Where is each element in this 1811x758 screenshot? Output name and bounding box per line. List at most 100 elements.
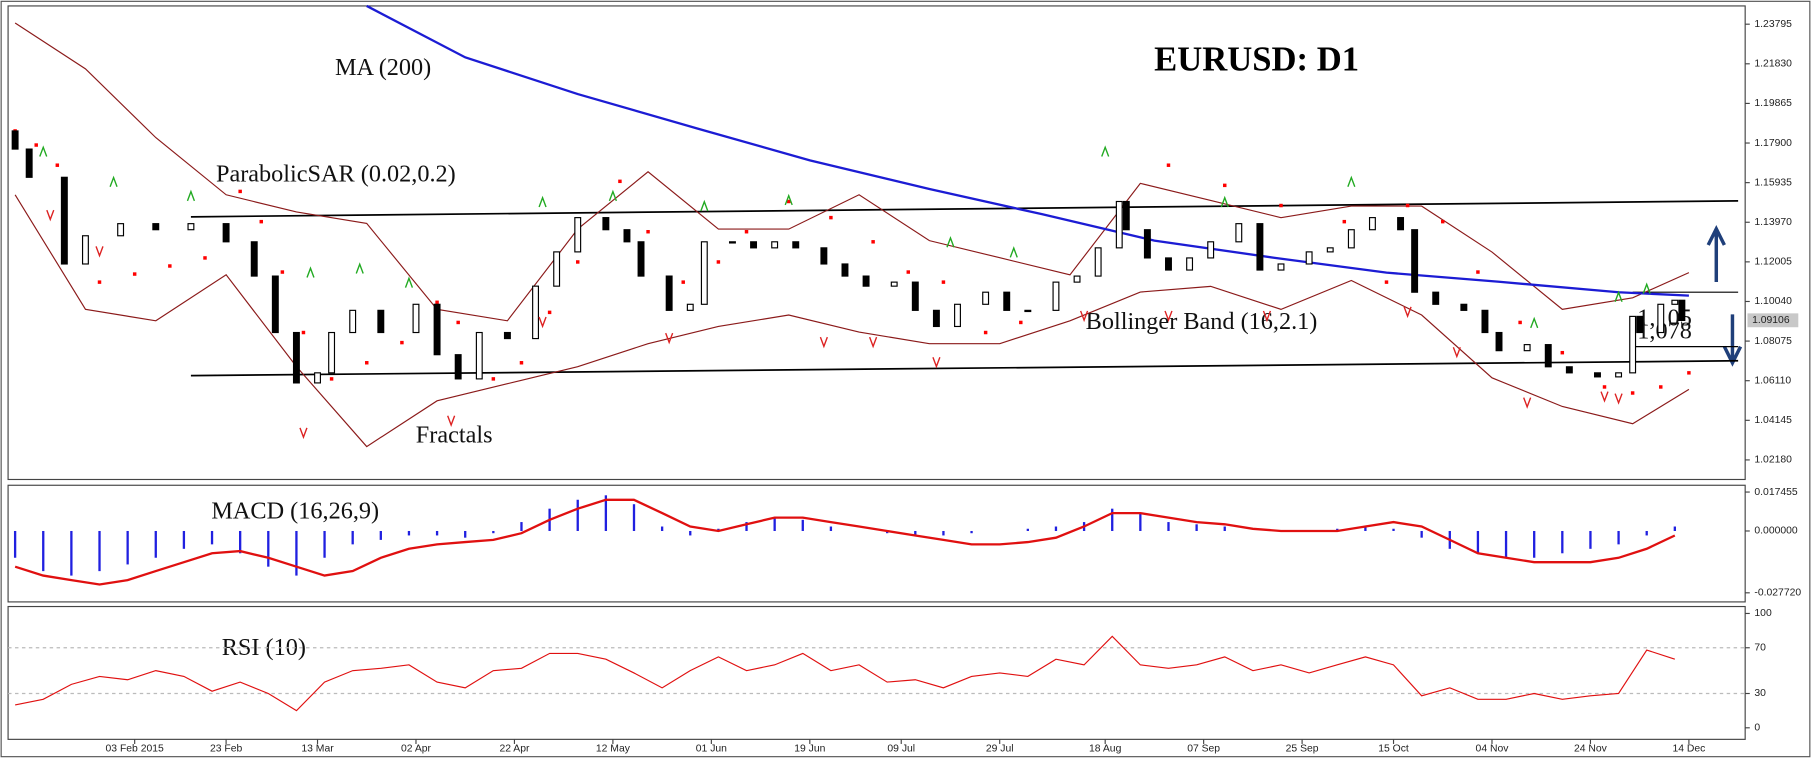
candle-body: [1411, 229, 1419, 293]
sar-dot: [519, 361, 524, 365]
candle-body: [1678, 299, 1686, 322]
fractals-label: Fractals: [416, 421, 493, 448]
candle-body: [1256, 223, 1264, 271]
candle-body: [1052, 281, 1060, 311]
candle-body: [349, 309, 357, 334]
candle-body: [1347, 229, 1355, 249]
sar-dot: [132, 272, 137, 276]
candle-body: [117, 223, 125, 237]
candle-body: [841, 263, 849, 277]
candle-body: [665, 275, 673, 311]
sar-dot: [744, 229, 749, 234]
candle-body: [1277, 263, 1285, 271]
candle-body: [475, 331, 483, 380]
candle-body: [25, 148, 33, 178]
sar-dot: [681, 280, 685, 284]
sar-dot: [1476, 270, 1480, 274]
fractal-down: [868, 336, 878, 349]
fractal-down: [1079, 310, 1089, 323]
candle-body: [602, 217, 610, 231]
y-tick-label: 70: [1754, 643, 1766, 654]
candle-body: [1207, 241, 1215, 259]
y-tick-label: 1.02180: [1754, 455, 1792, 466]
y-tick-label: 1.06110: [1754, 375, 1791, 386]
candle-body: [862, 275, 870, 287]
candle-body: [553, 251, 561, 287]
candle-body: [1024, 309, 1032, 313]
y-tick-label: 1.12005: [1754, 257, 1792, 268]
candle-body: [700, 241, 708, 305]
bollinger-upper: [14, 22, 1690, 322]
sar-dot: [1630, 391, 1635, 395]
fractal-down: [1452, 346, 1461, 359]
candle-body: [750, 241, 758, 249]
sar-dot: [280, 270, 285, 274]
candle-body: [222, 223, 230, 243]
sar-dot: [259, 219, 263, 224]
sar-dot: [34, 143, 38, 147]
trend-line: [190, 200, 1739, 218]
y-tick-label: 0.000000: [1754, 526, 1798, 537]
fractal-down: [538, 316, 547, 329]
x-tick-label: 04 Nov: [1476, 743, 1510, 754]
down-arrow: [1722, 314, 1743, 367]
sar-dot: [400, 340, 404, 345]
sar-dot: [55, 163, 60, 167]
candle-body: [250, 241, 258, 277]
rsi-panel: [7, 605, 1746, 740]
x-tick-label: 03 Feb 2015: [106, 743, 164, 754]
candle-body: [686, 303, 694, 311]
x-tick-label: 29 Jul: [986, 743, 1014, 754]
x-tick-label: 18 Aug: [1089, 743, 1122, 754]
fractal-down: [1164, 310, 1173, 323]
candle-body: [454, 354, 462, 380]
fractal-up: [608, 189, 618, 202]
fractal-up: [1220, 195, 1229, 208]
fractal-down: [819, 336, 828, 349]
candle-body: [292, 331, 300, 384]
candle-body: [1305, 251, 1313, 265]
sar-dot: [301, 330, 306, 335]
candle-body: [1615, 372, 1623, 378]
sar-dot: [435, 300, 439, 305]
y-tick-label: 1.13970: [1754, 217, 1792, 228]
sar-dot: [456, 320, 460, 325]
fractal-down: [932, 357, 941, 369]
candle-body: [1671, 299, 1679, 305]
candle-body: [152, 223, 160, 231]
sar-dot: [203, 256, 207, 260]
fractal-up: [355, 262, 364, 274]
sar-dot: [576, 260, 580, 264]
x-tick-label: 15 Oct: [1378, 743, 1409, 754]
candle-body: [1523, 344, 1531, 352]
sar-dot: [491, 377, 496, 381]
y-tick-label: 0: [1754, 723, 1760, 734]
sar-dot: [238, 189, 242, 194]
fractal-down: [1600, 391, 1609, 403]
candle-body: [412, 303, 420, 334]
fractal-up: [1642, 282, 1651, 294]
sar-dot: [941, 280, 946, 284]
chart-title: EURUSD: D1: [1154, 40, 1359, 78]
y-tick-label: 100: [1754, 608, 1772, 619]
candle-body: [1636, 315, 1644, 334]
sar-dot: [871, 240, 875, 244]
sar-dot: [1560, 350, 1565, 355]
y-tick-label: 1.10040: [1754, 296, 1792, 307]
candle-body: [503, 331, 511, 340]
candle-body: [433, 303, 441, 356]
sar-dot: [1405, 203, 1410, 208]
fractal-down: [1523, 397, 1532, 409]
candle-body: [81, 235, 89, 265]
fractal-up: [1530, 316, 1539, 329]
x-tick-label: 22 Apr: [499, 743, 530, 754]
candle-body: [271, 275, 279, 334]
sar-dot: [97, 280, 102, 284]
candle-body: [1629, 315, 1637, 374]
candle-body: [1094, 247, 1102, 277]
candle-body: [328, 331, 336, 374]
candle-body: [820, 247, 828, 265]
fractal-up: [784, 193, 793, 206]
